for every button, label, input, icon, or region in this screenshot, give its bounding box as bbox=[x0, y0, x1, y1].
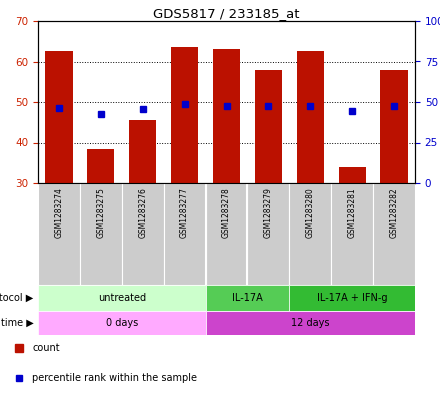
Text: GSM1283275: GSM1283275 bbox=[96, 187, 105, 238]
Bar bbox=[171, 47, 198, 183]
Text: GSM1283277: GSM1283277 bbox=[180, 187, 189, 238]
Text: protocol ▶: protocol ▶ bbox=[0, 293, 33, 303]
Text: time ▶: time ▶ bbox=[1, 318, 33, 328]
Text: 0 days: 0 days bbox=[106, 318, 138, 328]
Bar bbox=[290, 285, 415, 311]
Bar bbox=[80, 183, 122, 285]
Bar bbox=[87, 149, 114, 183]
Bar bbox=[381, 70, 408, 183]
Bar bbox=[331, 183, 373, 285]
Text: IL-17A + IFN-g: IL-17A + IFN-g bbox=[317, 293, 387, 303]
Bar bbox=[129, 120, 156, 183]
Bar bbox=[373, 183, 415, 285]
Text: GSM1283274: GSM1283274 bbox=[55, 187, 63, 238]
Bar bbox=[297, 51, 324, 183]
Text: percentile rank within the sample: percentile rank within the sample bbox=[32, 373, 197, 384]
Bar bbox=[38, 285, 205, 311]
Text: GSM1283279: GSM1283279 bbox=[264, 187, 273, 238]
Bar bbox=[247, 183, 290, 285]
Text: GSM1283282: GSM1283282 bbox=[389, 187, 399, 238]
Text: GSM1283278: GSM1283278 bbox=[222, 187, 231, 238]
Text: IL-17A: IL-17A bbox=[232, 293, 263, 303]
Bar bbox=[164, 183, 205, 285]
Bar bbox=[38, 311, 205, 335]
Bar bbox=[255, 70, 282, 183]
Text: count: count bbox=[32, 343, 60, 353]
Text: GSM1283280: GSM1283280 bbox=[306, 187, 315, 238]
Text: GSM1283276: GSM1283276 bbox=[138, 187, 147, 238]
Title: GDS5817 / 233185_at: GDS5817 / 233185_at bbox=[153, 7, 300, 20]
Bar bbox=[338, 167, 366, 183]
Bar bbox=[213, 50, 240, 183]
Text: 12 days: 12 days bbox=[291, 318, 330, 328]
Bar bbox=[290, 183, 331, 285]
Bar bbox=[205, 285, 290, 311]
Bar bbox=[205, 183, 247, 285]
Bar bbox=[38, 183, 80, 285]
Text: GSM1283281: GSM1283281 bbox=[348, 187, 357, 238]
Bar bbox=[205, 311, 415, 335]
Text: untreated: untreated bbox=[98, 293, 146, 303]
Bar bbox=[45, 51, 73, 183]
Bar bbox=[122, 183, 164, 285]
